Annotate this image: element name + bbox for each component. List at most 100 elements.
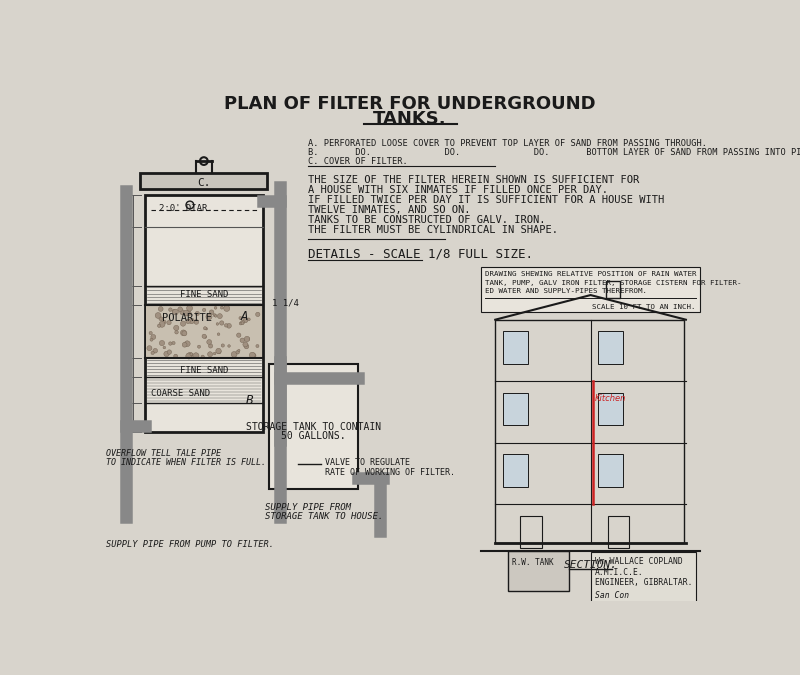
Circle shape [243, 318, 248, 323]
Circle shape [147, 346, 152, 351]
Text: C. COVER OF FILTER.: C. COVER OF FILTER. [308, 157, 407, 166]
Text: A. PERFORATED LOOSE COVER TO PREVENT TOP LAYER OF SAND FROM PASSING THROUGH.: A. PERFORATED LOOSE COVER TO PREVENT TOP… [308, 139, 706, 148]
Bar [482, 267, 700, 312]
Text: FINE SAND: FINE SAND [180, 290, 228, 300]
Bar [509, 551, 569, 591]
Text: 50 GALLONS.: 50 GALLONS. [282, 431, 346, 441]
Circle shape [174, 354, 178, 358]
Text: A: A [241, 310, 249, 323]
Text: ENGINEER, GIBRALTAR.: ENGINEER, GIBRALTAR. [595, 578, 693, 587]
Text: DRAWING SHEWING RELATIVE POSITION OF RAIN WATER: DRAWING SHEWING RELATIVE POSITION OF RAI… [485, 271, 697, 277]
Text: SUPPLY PIPE FROM: SUPPLY PIPE FROM [265, 503, 351, 512]
Text: ED WATER AND SUPPLY-PIPES THEREFROM.: ED WATER AND SUPPLY-PIPES THEREFROM. [485, 288, 647, 294]
Text: San Con: San Con [595, 591, 630, 600]
Circle shape [256, 313, 260, 317]
Circle shape [172, 342, 175, 345]
Circle shape [195, 311, 199, 316]
Circle shape [206, 340, 212, 344]
Text: SUPPLY PIPE FROM PUMP TO FILTER.: SUPPLY PIPE FROM PUMP TO FILTER. [106, 540, 274, 549]
Text: TO INDICATE WHEN FILTER IS FULL.: TO INDICATE WHEN FILTER IS FULL. [106, 458, 266, 467]
Circle shape [200, 157, 208, 165]
Circle shape [174, 331, 178, 334]
Circle shape [298, 453, 321, 476]
Circle shape [164, 351, 170, 356]
Bar [598, 393, 623, 425]
Text: POLARITE: POLARITE [162, 313, 212, 323]
Bar [503, 331, 528, 364]
Circle shape [224, 305, 230, 311]
Circle shape [167, 321, 171, 325]
Circle shape [243, 342, 248, 347]
Circle shape [186, 305, 193, 311]
Circle shape [186, 353, 192, 359]
Text: Kitchen: Kitchen [594, 394, 626, 402]
Text: TANK, PUMP, GALV IRON FILTER, STORAGE CISTERN FOR FILTER-: TANK, PUMP, GALV IRON FILTER, STORAGE CI… [485, 279, 742, 286]
Circle shape [172, 310, 176, 313]
Circle shape [244, 336, 250, 342]
Circle shape [201, 355, 204, 358]
Circle shape [162, 320, 166, 324]
Circle shape [204, 335, 206, 338]
Text: B: B [246, 394, 253, 406]
Bar [503, 393, 528, 425]
Circle shape [250, 352, 255, 358]
Circle shape [181, 321, 186, 326]
Circle shape [239, 317, 242, 319]
Text: VALVE TO REGULATE: VALVE TO REGULATE [325, 458, 410, 467]
Circle shape [241, 322, 244, 325]
Text: SCALE 10 FT TO AN INCH.: SCALE 10 FT TO AN INCH. [593, 304, 696, 310]
Text: B.       DO.              DO.              DO.       BOTTOM LAYER OF SAND FROM P: B. DO. DO. DO. BOTTOM LAYER OF SAND FROM… [308, 148, 800, 157]
Bar [146, 305, 262, 358]
Bar [598, 454, 623, 487]
Text: RATE OF WORKING OF FILTER.: RATE OF WORKING OF FILTER. [325, 468, 454, 477]
Circle shape [231, 352, 237, 357]
Circle shape [217, 350, 221, 354]
Text: IF FILLED TWICE PER DAY IT IS SUFFICIENT FOR A HOUSE WITH: IF FILLED TWICE PER DAY IT IS SUFFICIENT… [308, 195, 664, 205]
Circle shape [206, 314, 212, 320]
Circle shape [174, 325, 179, 331]
Bar [520, 516, 542, 548]
Circle shape [163, 346, 166, 349]
Circle shape [194, 320, 198, 324]
Circle shape [193, 353, 199, 359]
Circle shape [153, 348, 158, 353]
Circle shape [182, 331, 187, 336]
Circle shape [202, 334, 206, 338]
Bar [606, 281, 620, 298]
Circle shape [225, 323, 228, 327]
Bar [145, 195, 262, 432]
Bar [503, 454, 528, 487]
Circle shape [240, 338, 245, 342]
Circle shape [169, 308, 172, 311]
Circle shape [244, 344, 249, 349]
Circle shape [210, 310, 214, 315]
Circle shape [241, 320, 245, 324]
Circle shape [149, 331, 152, 335]
Text: DETAILS - SCALE 1/8 FULL SIZE.: DETAILS - SCALE 1/8 FULL SIZE. [308, 247, 533, 261]
Circle shape [214, 306, 217, 309]
Text: TANKS TO BE CONSTRUCTED OF GALV. IRON.: TANKS TO BE CONSTRUCTED OF GALV. IRON. [308, 215, 546, 225]
Circle shape [173, 309, 178, 315]
Circle shape [187, 352, 193, 358]
Bar [598, 331, 623, 364]
Circle shape [207, 352, 213, 356]
Circle shape [216, 348, 222, 354]
Circle shape [150, 338, 153, 341]
Text: STORAGE TANK TO CONTAIN: STORAGE TANK TO CONTAIN [246, 422, 381, 432]
Circle shape [183, 310, 190, 316]
Bar [269, 364, 358, 489]
Text: 2:0' DIAR.: 2:0' DIAR. [159, 205, 213, 213]
Circle shape [186, 319, 190, 323]
Circle shape [186, 310, 191, 316]
Circle shape [218, 333, 220, 335]
Text: TANKS.: TANKS. [373, 110, 447, 128]
Circle shape [178, 307, 182, 312]
Circle shape [159, 340, 165, 346]
Bar [591, 552, 696, 608]
Circle shape [214, 315, 217, 317]
Circle shape [189, 318, 194, 324]
Circle shape [205, 327, 207, 330]
Circle shape [159, 317, 163, 321]
Circle shape [216, 323, 218, 325]
Circle shape [221, 344, 225, 347]
